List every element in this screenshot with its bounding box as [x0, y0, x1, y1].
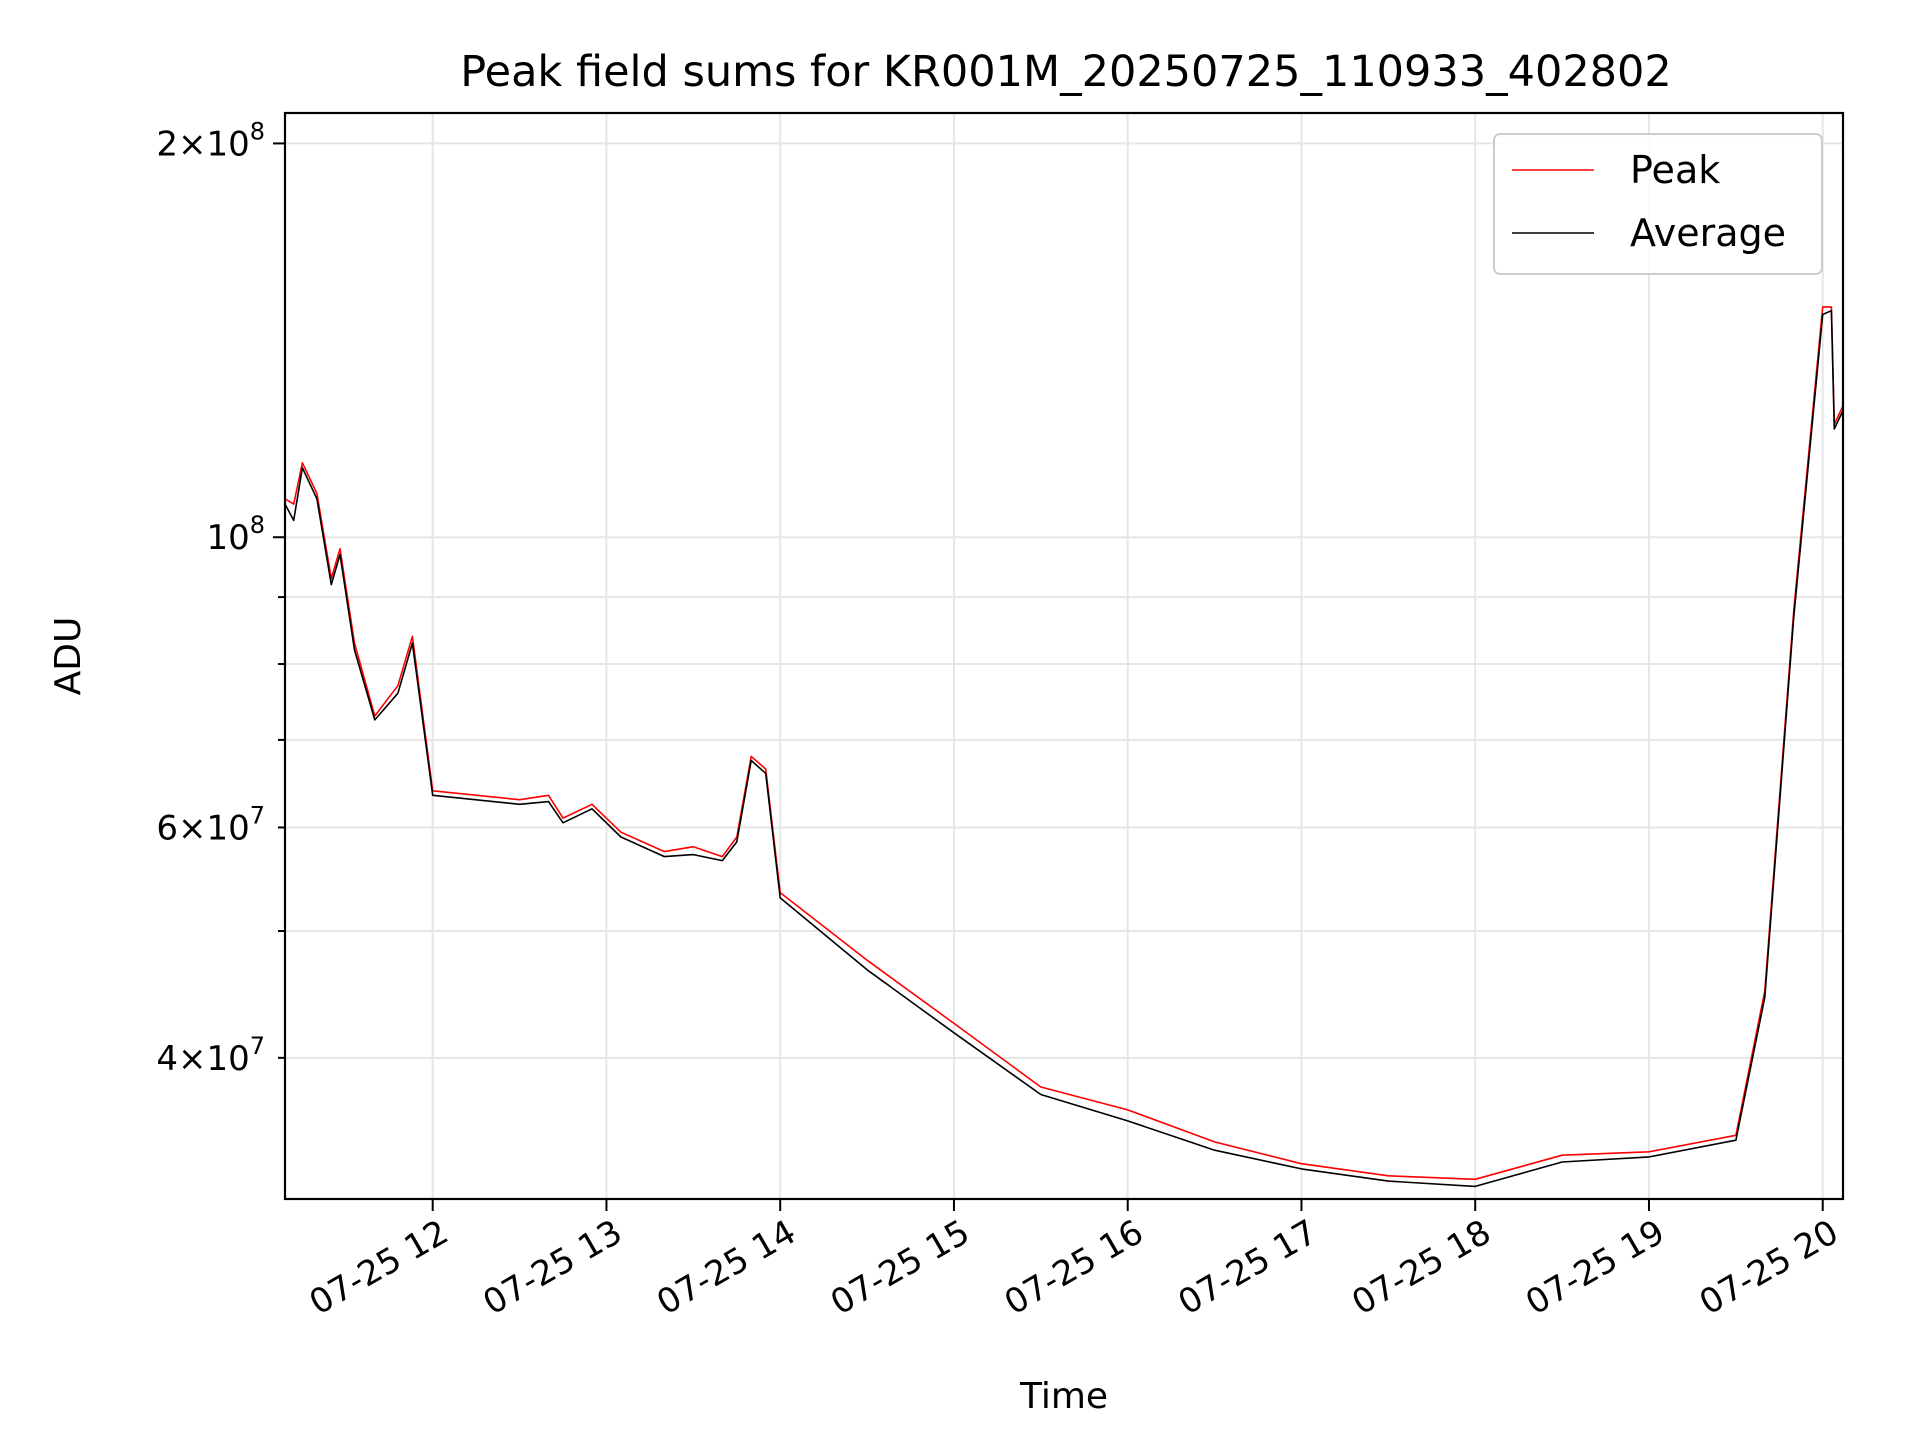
y-tick-label: 2×108 — [156, 117, 265, 164]
y-tick-times: × — [178, 1039, 207, 1079]
legend-box — [1493, 133, 1823, 275]
x-tick-label: 07-25 16 — [998, 1212, 1150, 1323]
y-tick-label: 6×107 — [156, 801, 265, 848]
y-tick-exponent: 8 — [250, 511, 265, 539]
x-tick-label: 07-25 12 — [303, 1212, 455, 1323]
y-tick-exponent: 8 — [250, 117, 265, 145]
y-tick-exponent: 7 — [250, 1032, 265, 1060]
y-tick-label: 108 — [206, 511, 265, 558]
x-axis: 07-25 12 07-25 13 07-25 14 07-25 15 07-25 16… — [303, 1199, 1845, 1323]
plot-area — [283, 111, 1845, 1201]
x-tick-label: 07-25 18 — [1345, 1212, 1497, 1323]
series-line-average — [284, 309, 1844, 1188]
y-tick-times: × — [178, 124, 207, 164]
grid — [285, 113, 1843, 1199]
y-tick-times: × — [178, 808, 207, 848]
x-tick-label: 07-25 17 — [1172, 1212, 1324, 1323]
y-tick-base: 10 — [206, 808, 249, 848]
y-tick-mantissa: 4 — [156, 1039, 178, 1079]
y-tick-mantissa: 2 — [156, 124, 178, 164]
x-tick-label: 07-25 20 — [1693, 1212, 1845, 1323]
x-tick-label: 07-25 14 — [650, 1212, 802, 1323]
legend-label-peak: Peak — [1630, 148, 1720, 192]
axes-frame — [283, 111, 1845, 1201]
y-tick-base: 10 — [206, 124, 249, 164]
y-tick-mantissa: 6 — [156, 808, 178, 848]
y-tick-base: 10 — [206, 1039, 249, 1079]
legend: Peak Average — [1493, 133, 1823, 275]
legend-label-average: Average — [1630, 211, 1786, 255]
x-tick-label: 07-25 15 — [824, 1212, 976, 1323]
x-tick-label: 07-25 19 — [1519, 1212, 1671, 1323]
series-layer — [284, 306, 1844, 1188]
x-tick-label: 07-25 13 — [477, 1212, 629, 1323]
chart-title: Peak field sums for KR001M_20250725_1109… — [460, 47, 1672, 97]
y-tick-exponent: 7 — [250, 801, 265, 829]
y-axis-label: ADU — [48, 617, 89, 696]
x-axis-label: Time — [1019, 1376, 1108, 1417]
y-tick-base: 10 — [206, 518, 249, 558]
y-tick-label: 4×107 — [156, 1032, 265, 1079]
